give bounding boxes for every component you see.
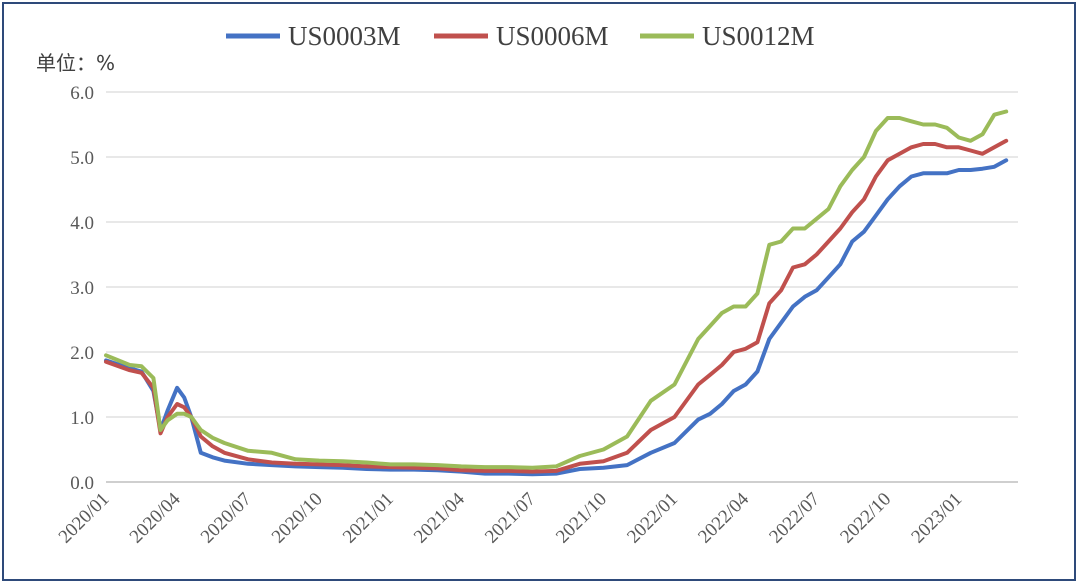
series-line-us0003m xyxy=(104,158,1009,477)
x-tick-label: 2022/01 xyxy=(623,489,682,548)
y-tick-label: 6.0 xyxy=(70,83,94,104)
x-tick-label: 2021/04 xyxy=(410,488,469,547)
x-tick-label: 2021/10 xyxy=(552,489,611,548)
gridlines xyxy=(106,91,1018,418)
y-tick-label: 0.0 xyxy=(70,473,94,494)
series-lines xyxy=(104,109,1009,477)
legend-label: US0006M xyxy=(496,21,609,51)
x-tick-label: 2020/01 xyxy=(55,489,114,548)
x-tick-label: 2020/04 xyxy=(126,488,185,547)
x-tick-label: 2020/07 xyxy=(197,489,256,548)
x-tick-label: 2022/10 xyxy=(836,489,895,548)
y-tick-label: 3.0 xyxy=(70,278,94,299)
x-tick-label: 2022/04 xyxy=(694,488,753,547)
y-axis-unit-label: 单位：% xyxy=(36,51,115,75)
x-tick-label: 2020/10 xyxy=(268,489,327,548)
series-line-us0012m xyxy=(104,109,1009,470)
legend-label: US0003M xyxy=(288,21,401,51)
x-tick-label: 2023/01 xyxy=(907,489,966,548)
y-tick-label: 2.0 xyxy=(70,343,94,364)
y-tick-label: 5.0 xyxy=(70,148,94,169)
x-tick-label: 2021/01 xyxy=(339,489,398,548)
y-tick-label: 4.0 xyxy=(70,213,94,234)
x-tick-label: 2022/07 xyxy=(765,489,824,548)
x-tick-label: 2021/07 xyxy=(481,489,540,548)
series-line-us0006m xyxy=(104,138,1009,474)
legend: US0003M US0006M US0012M xyxy=(226,21,815,51)
legend-label: US0012M xyxy=(702,21,815,51)
y-tick-label: 1.0 xyxy=(70,408,94,429)
y-axis-ticks: 0.0 1.0 2.0 3.0 4.0 5.0 6.0 xyxy=(70,83,94,494)
x-axis-ticks: 2020/01 2020/04 2020/07 2020/10 2021/01 2021/… xyxy=(55,488,967,547)
